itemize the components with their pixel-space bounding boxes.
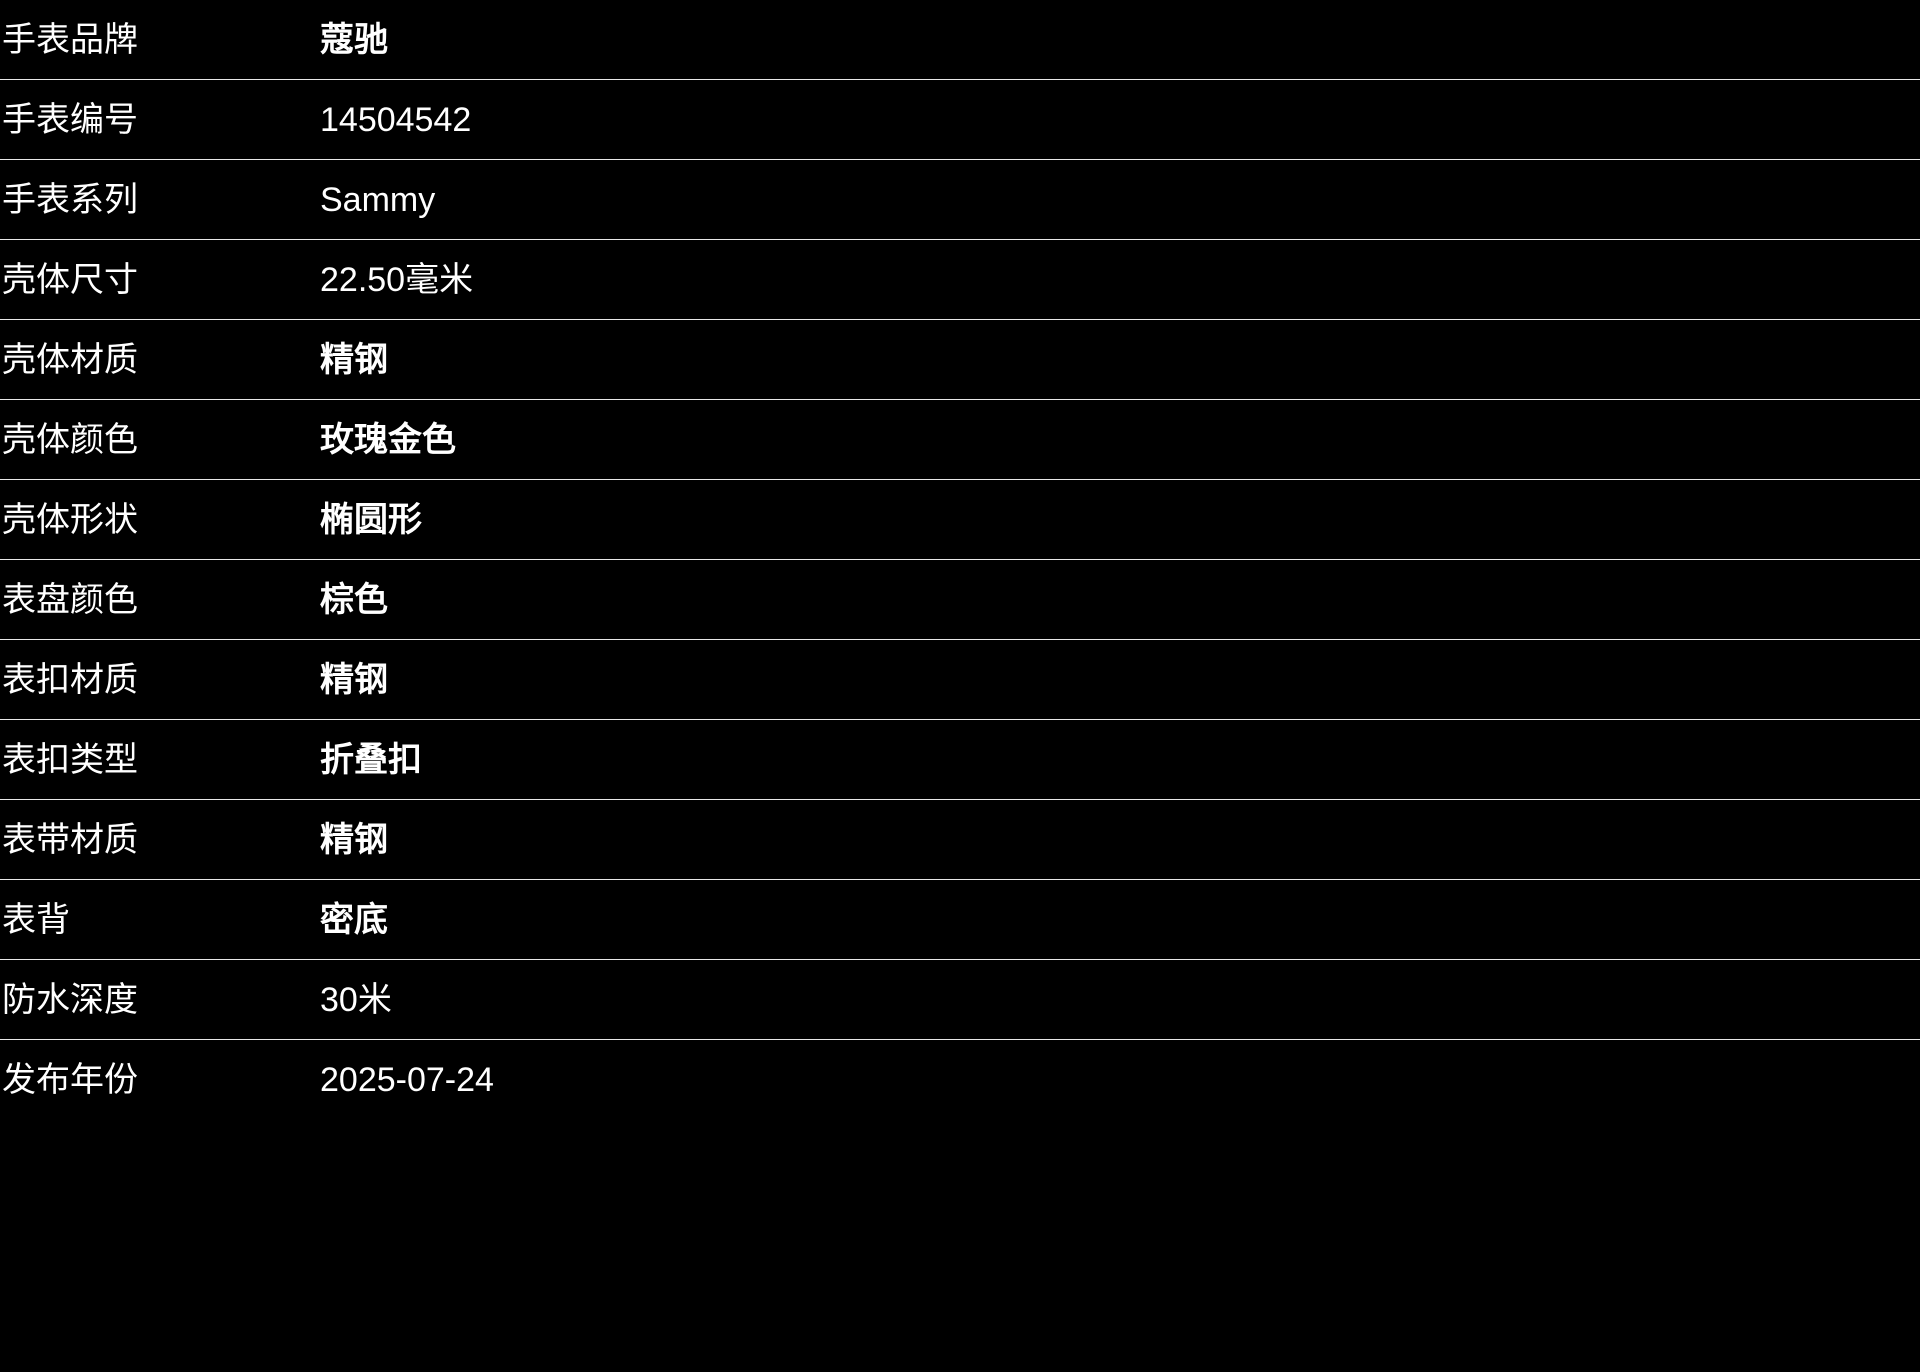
spec-value: 密底 bbox=[320, 900, 388, 939]
spec-label: 发布年份 bbox=[2, 1061, 138, 1099]
spec-value: 棕色 bbox=[320, 580, 388, 619]
spec-label: 表带材质 bbox=[2, 820, 138, 859]
spec-row: 手表系列 Sammy bbox=[0, 160, 1920, 240]
spec-value: 22.50毫米 bbox=[320, 260, 474, 299]
spec-row: 壳体形状 椭圆形 bbox=[0, 480, 1920, 560]
spec-row: 发布年份 2025-07-24 bbox=[0, 1040, 1920, 1120]
spec-value: 2025-07-24 bbox=[320, 1061, 494, 1099]
spec-row: 手表品牌 蔻驰 bbox=[0, 0, 1920, 80]
spec-value: Sammy bbox=[320, 180, 436, 219]
spec-value: 30米 bbox=[320, 980, 392, 1019]
spec-row: 手表编号 14504542 bbox=[0, 80, 1920, 160]
spec-row: 壳体颜色 玫瑰金色 bbox=[0, 400, 1920, 480]
spec-row: 表扣类型 折叠扣 bbox=[0, 720, 1920, 800]
spec-row: 表盘颜色 棕色 bbox=[0, 560, 1920, 640]
spec-value: 精钢 bbox=[320, 340, 388, 379]
spec-label: 手表品牌 bbox=[2, 20, 138, 59]
spec-value: 精钢 bbox=[320, 820, 388, 859]
spec-row: 壳体材质 精钢 bbox=[0, 320, 1920, 400]
spec-value: 玫瑰金色 bbox=[320, 420, 456, 459]
spec-label: 防水深度 bbox=[2, 980, 138, 1019]
spec-value: 14504542 bbox=[320, 100, 472, 139]
spec-value: 椭圆形 bbox=[320, 500, 422, 539]
spec-row: 防水深度 30米 bbox=[0, 960, 1920, 1040]
spec-label: 手表编号 bbox=[2, 100, 138, 139]
spec-label: 壳体形状 bbox=[2, 500, 138, 539]
spec-row: 壳体尺寸 22.50毫米 bbox=[0, 240, 1920, 320]
watch-specification-table: 手表品牌 蔻驰 手表编号 14504542 手表系列 Sammy 壳体尺寸 22.50毫米 壳体… bbox=[0, 0, 1920, 1120]
spec-row: 表扣材质 精钢 bbox=[0, 640, 1920, 720]
spec-row: 表带材质 精钢 bbox=[0, 800, 1920, 880]
spec-label: 表扣类型 bbox=[2, 740, 138, 779]
spec-label: 手表系列 bbox=[2, 180, 138, 219]
spec-value: 精钢 bbox=[320, 660, 388, 699]
spec-value: 折叠扣 bbox=[320, 740, 422, 779]
spec-value: 蔻驰 bbox=[320, 20, 388, 59]
spec-label: 表盘颜色 bbox=[2, 580, 138, 619]
spec-label: 壳体材质 bbox=[2, 340, 138, 379]
spec-label: 表背 bbox=[2, 900, 70, 939]
spec-label: 壳体颜色 bbox=[2, 420, 138, 459]
spec-label: 表扣材质 bbox=[2, 660, 138, 699]
spec-row: 表背 密底 bbox=[0, 880, 1920, 960]
spec-label: 壳体尺寸 bbox=[2, 260, 138, 299]
